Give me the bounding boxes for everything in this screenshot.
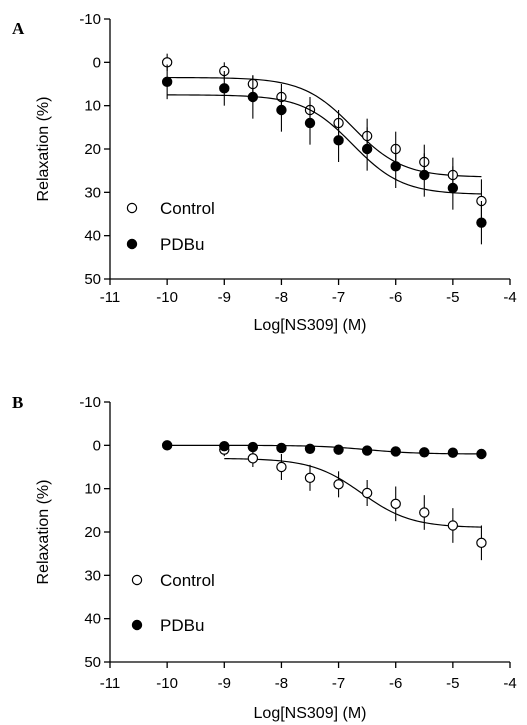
legend-label-pdbu: PDBu [160, 235, 204, 254]
data-point-pdbu [276, 104, 287, 116]
x-tick-label: -5 [446, 289, 459, 306]
data-point-pdbu [276, 442, 287, 454]
y-tick-label: 10 [84, 481, 101, 498]
y-tick-label: 40 [84, 611, 101, 628]
data-point-pdbu [304, 117, 316, 129]
legend-marker-control [126, 202, 138, 214]
data-point-pdbu [476, 448, 487, 460]
fit-curve-pdbu [167, 94, 482, 195]
y-tick-label: 20 [84, 141, 101, 158]
data-point-control [276, 461, 287, 473]
legend-marker-pdbu [131, 619, 143, 631]
y-tick-label: 10 [84, 98, 101, 115]
legend-label-control: Control [160, 571, 215, 590]
data-point-pdbu [161, 76, 173, 88]
data-point-pdbu [476, 217, 487, 228]
fit-curve-control [224, 458, 482, 528]
data-point-pdbu [419, 447, 430, 458]
data-point-control [333, 479, 344, 490]
legend-label-pdbu: PDBu [160, 616, 204, 635]
x-axis-title: Log[NS309] (M) [254, 705, 367, 722]
data-point-pdbu [390, 161, 401, 172]
data-point-control [304, 472, 316, 484]
data-point-pdbu [419, 169, 430, 181]
x-tick-label: -8 [275, 675, 288, 692]
data-point-pdbu [161, 440, 173, 451]
data-point-control [390, 498, 401, 510]
data-point-control [476, 537, 487, 549]
panel-b: B -10 0 10 20 30 40 50 -11 -10 -9 -8 -7 -6 -5 -4 Log[NS3… [12, 393, 517, 722]
legend-label-control: Control [160, 199, 215, 218]
y-tick-label: -10 [79, 394, 101, 411]
data-point-pdbu [447, 182, 459, 194]
data-point-pdbu [333, 135, 344, 146]
data-point-pdbu [219, 441, 230, 452]
x-tick-label: -8 [275, 289, 288, 306]
data-point-control [447, 520, 459, 531]
x-tick-label: -6 [389, 675, 402, 692]
data-point-pdbu [333, 444, 344, 455]
data-point-pdbu [219, 83, 230, 94]
y-tick-label: 40 [84, 228, 101, 245]
legend-marker-pdbu [126, 238, 138, 250]
x-tick-label: -10 [156, 675, 178, 692]
x-tick-label: -4 [503, 675, 516, 692]
y-tick-label: 0 [93, 54, 101, 71]
data-point-control [361, 487, 373, 499]
y-tick-label: 50 [84, 271, 101, 288]
y-axis-title: Relaxation (%) [35, 480, 52, 585]
legend-marker-control [131, 574, 143, 586]
panel-a: A -10 0 10 20 30 40 50-11 -10 -9 -8 -7 -6 -5 -4 Log[NS3… [12, 11, 517, 334]
data-point-control [247, 453, 259, 464]
x-tick-label: -7 [332, 675, 345, 692]
data-point-control [419, 507, 430, 518]
data-point-pdbu [390, 446, 401, 457]
x-axis-title: Log[NS309] (M) [254, 317, 367, 334]
y-tick-label: -10 [79, 11, 101, 28]
x-tick-label: -9 [218, 289, 231, 306]
x-tick-label: -7 [332, 289, 345, 306]
panel-letter: A [12, 19, 25, 38]
data-point-pdbu [247, 441, 259, 453]
y-axis-title: Relaxation (%) [35, 97, 52, 202]
fit-curve-control [167, 76, 482, 178]
x-tick-label: -11 [100, 675, 121, 692]
x-tick-label: -9 [218, 675, 231, 692]
data-point-pdbu [361, 143, 373, 155]
x-tick-label: -10 [156, 289, 178, 306]
x-tick-label: -4 [503, 289, 516, 306]
x-tick-label: -5 [446, 675, 459, 692]
data-point-pdbu [304, 443, 316, 454]
fit-curve-pdbu [167, 444, 482, 455]
y-tick-label: 20 [84, 524, 101, 541]
data-point-pdbu [447, 447, 459, 458]
panel-letter: B [12, 393, 23, 412]
y-tick-label: 30 [84, 184, 101, 201]
y-tick-label: 30 [84, 567, 101, 584]
data-point-pdbu [361, 445, 373, 456]
y-tick-label: 0 [93, 437, 101, 454]
x-tick-label: -6 [389, 289, 402, 306]
x-tick-label: -11 [100, 289, 121, 306]
y-tick-label: 50 [84, 654, 101, 671]
data-point-pdbu [247, 91, 259, 103]
